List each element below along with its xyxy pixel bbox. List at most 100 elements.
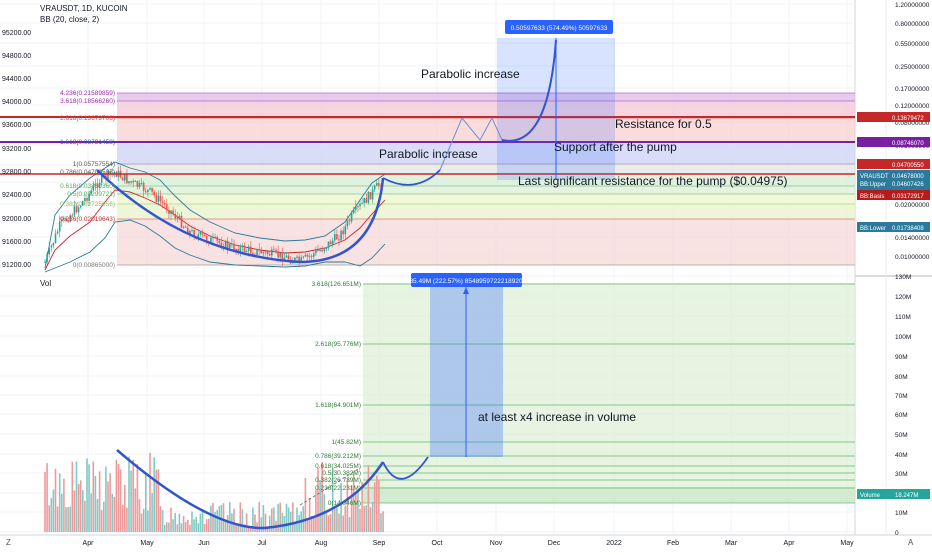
candle-body xyxy=(241,245,244,248)
volume-tick-label: 0 xyxy=(895,530,899,537)
fib-price-label: 1.618(0.08781458) xyxy=(60,139,115,146)
fib-volume-base xyxy=(363,487,855,503)
price-tag-label: 0.01738408 xyxy=(892,226,924,232)
volume-bar xyxy=(159,506,162,532)
candle-body xyxy=(79,205,82,208)
volume-bar xyxy=(279,502,281,532)
candle-body xyxy=(71,215,74,217)
volume-bar xyxy=(287,507,290,532)
volume-bar xyxy=(124,484,126,532)
annotation-resistance: Resistance for 0.5 xyxy=(615,117,712,131)
candle-body xyxy=(98,182,101,188)
volume-bar xyxy=(50,498,53,532)
volume-bar xyxy=(352,472,355,532)
candle-body xyxy=(371,189,374,200)
volume-bar xyxy=(176,524,179,532)
projection-curve-top xyxy=(501,39,557,142)
volume-bar xyxy=(296,507,298,532)
candle-body xyxy=(203,234,206,237)
candle-body xyxy=(191,230,193,232)
volume-bar xyxy=(105,466,107,532)
right-volume-axis[interactable]: 130M120M110M100M90M80M70M60M50M40M30M20M… xyxy=(895,274,911,537)
candle-body xyxy=(319,249,321,251)
fib-volume-zones xyxy=(363,283,855,504)
volume-bar xyxy=(382,511,384,532)
candle-body xyxy=(334,234,336,241)
candle-body xyxy=(73,206,76,216)
left-tick-label: 95200.00 xyxy=(2,30,31,37)
candle-body xyxy=(294,257,296,262)
candle-body xyxy=(350,213,353,222)
candle-body xyxy=(260,250,263,254)
candle-body xyxy=(340,230,342,241)
annotation-last-resistance: Last significant resistance for the pump… xyxy=(518,174,787,188)
candle-body xyxy=(348,220,351,222)
fib-volume-labels: 3.618(126.651M) 2.618(95.776M) 1.618(64.90… xyxy=(311,281,361,507)
candle-body xyxy=(58,221,61,232)
volume-bar xyxy=(138,499,141,532)
candle-body xyxy=(317,250,319,252)
volume-bar xyxy=(357,492,359,532)
volume-tick-label: 50M xyxy=(895,432,908,439)
volume-bar xyxy=(199,513,202,532)
volume-bar xyxy=(203,524,206,532)
volume-bar xyxy=(86,458,88,532)
bb-basis-line xyxy=(44,189,386,271)
candle-body xyxy=(182,226,185,228)
candle-body xyxy=(124,174,126,181)
price-tag-label: BB:Lower xyxy=(860,226,886,232)
candle-body xyxy=(214,236,216,238)
volume-bar xyxy=(338,513,340,532)
fib-zone-05 xyxy=(117,194,855,204)
right-tick-label: 1.20000000 xyxy=(895,2,930,9)
candle-body xyxy=(285,255,288,258)
candle-body xyxy=(363,197,365,203)
candle-body xyxy=(277,251,279,258)
price-tag-box xyxy=(857,159,930,169)
fib-price-label: 0.786(0.04700507) xyxy=(60,169,115,176)
volume-bar xyxy=(113,496,116,532)
candle-body xyxy=(373,185,376,190)
candle-body xyxy=(54,233,57,243)
volume-measure-arrow xyxy=(463,287,469,294)
volume-bar xyxy=(117,463,120,532)
candle-body xyxy=(336,234,338,240)
volume-bar xyxy=(107,481,109,532)
fib-zone-1618 xyxy=(117,142,855,164)
volume-bar xyxy=(271,508,273,532)
candle-body xyxy=(138,182,141,187)
fib-volume-label: 1(45.82M) xyxy=(331,439,361,446)
time-label: Dec xyxy=(548,540,561,547)
price-tag-label: 18.247M xyxy=(895,493,918,499)
candle-body xyxy=(264,251,267,253)
volume-bar xyxy=(243,524,246,532)
time-label: Nov xyxy=(490,540,503,547)
auto-scale-button[interactable]: A xyxy=(908,538,914,547)
candle-body xyxy=(331,240,334,245)
candle-body xyxy=(180,215,183,228)
volume-bar xyxy=(172,519,174,532)
candle-body xyxy=(210,237,212,244)
candle-body xyxy=(306,254,309,257)
left-tick-label: 93600.00 xyxy=(2,122,31,129)
fib-zone-3618 xyxy=(117,101,855,118)
candle-body xyxy=(239,247,242,254)
volume-bar xyxy=(273,507,275,532)
fib-volume-label: 0.236(22.231M) xyxy=(315,485,361,492)
price-tag-box xyxy=(857,489,930,499)
candle-body xyxy=(65,217,67,221)
volume-bar xyxy=(264,513,267,532)
time-axis[interactable]: Apr May Jun Jul Aug Sep Oct Nov Dec 2022 Feb Mar Apr… xyxy=(83,540,855,547)
volume-bar xyxy=(327,515,330,532)
volume-bar xyxy=(365,505,368,532)
volume-bar xyxy=(304,477,307,532)
volume-bar xyxy=(119,469,122,532)
volume-bar xyxy=(65,507,67,532)
volume-bar xyxy=(149,452,151,532)
volume-bar xyxy=(98,471,101,532)
volume-bar xyxy=(189,524,191,532)
corner-left-button[interactable]: Z xyxy=(6,538,11,547)
volume-bar xyxy=(90,493,92,532)
